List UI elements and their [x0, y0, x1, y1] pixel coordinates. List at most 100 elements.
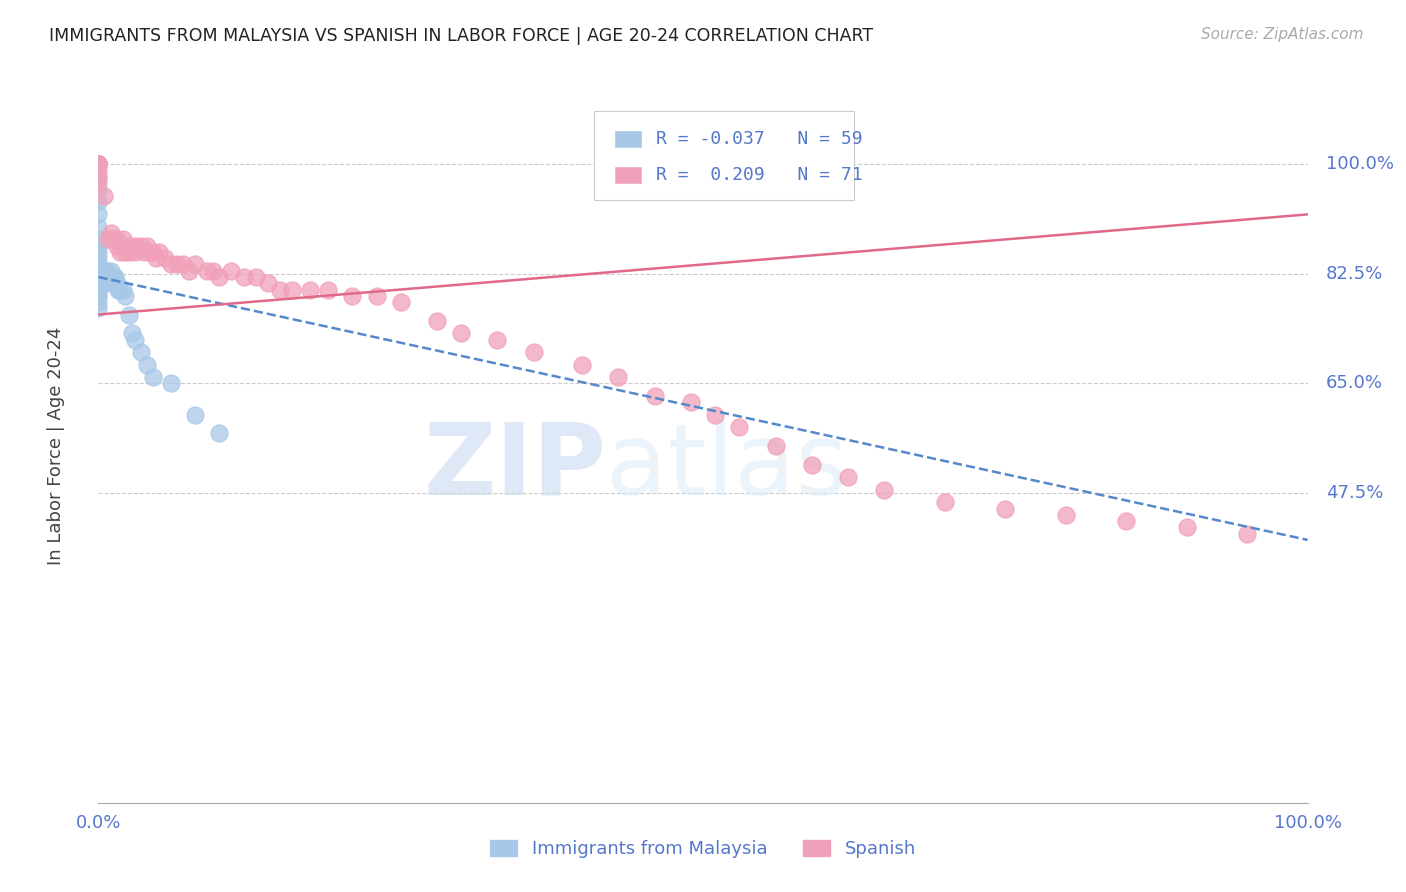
Point	[87, 157, 110, 171]
Point	[486, 333, 509, 347]
Point	[142, 244, 165, 259]
Point	[299, 283, 322, 297]
Point	[245, 270, 267, 285]
Point	[208, 270, 231, 285]
Point	[121, 326, 143, 341]
Point	[179, 264, 201, 278]
Point	[94, 277, 117, 291]
Point	[100, 226, 122, 240]
Point	[87, 283, 110, 297]
Point	[87, 169, 110, 184]
Point	[87, 157, 110, 171]
Point	[87, 257, 110, 271]
Point	[134, 244, 156, 259]
Point	[679, 395, 702, 409]
Point	[1236, 526, 1258, 541]
Text: R =  0.209   N = 71: R = 0.209 N = 71	[655, 166, 862, 184]
Point	[87, 270, 110, 285]
Point	[269, 283, 291, 297]
Point	[160, 376, 183, 391]
Point	[87, 157, 110, 171]
Point	[765, 439, 787, 453]
Text: R = -0.037   N = 59: R = -0.037 N = 59	[655, 130, 862, 148]
Point	[160, 257, 183, 271]
Point	[87, 289, 110, 303]
Point	[108, 283, 131, 297]
Point	[87, 277, 110, 291]
Point	[728, 420, 751, 434]
Point	[221, 264, 243, 278]
Point	[366, 289, 388, 303]
Point	[107, 283, 129, 297]
Point	[100, 264, 122, 278]
Text: ZIP: ZIP	[423, 419, 606, 516]
Point	[166, 257, 188, 271]
Point	[97, 232, 120, 246]
Point	[87, 251, 110, 265]
Point	[124, 238, 146, 252]
Point	[450, 326, 472, 341]
Point	[103, 270, 125, 285]
Point	[100, 270, 122, 285]
Point	[281, 283, 304, 297]
Point	[800, 458, 823, 472]
Point	[184, 257, 207, 271]
Point	[101, 270, 124, 285]
Point	[105, 238, 128, 252]
Point	[87, 264, 110, 278]
Point	[87, 232, 110, 246]
Point	[426, 314, 449, 328]
Point	[87, 277, 110, 291]
Point	[97, 270, 120, 285]
Text: atlas: atlas	[606, 419, 848, 516]
Text: In Labor Force | Age 20-24: In Labor Force | Age 20-24	[46, 326, 65, 566]
Point	[87, 157, 110, 171]
Point	[523, 345, 546, 359]
Point	[87, 194, 110, 209]
Point	[87, 301, 110, 316]
Point	[96, 270, 118, 285]
Point	[87, 264, 110, 278]
Point	[118, 238, 141, 252]
Point	[153, 251, 176, 265]
Text: 65.0%: 65.0%	[1326, 375, 1382, 392]
Point	[934, 495, 956, 509]
Point	[873, 483, 896, 497]
Point	[111, 232, 134, 246]
Point	[87, 163, 110, 178]
Point	[1175, 520, 1198, 534]
Point	[87, 277, 110, 291]
Point	[145, 251, 167, 265]
Point	[87, 283, 110, 297]
Point	[93, 264, 115, 278]
Point	[256, 277, 278, 291]
Point	[184, 408, 207, 422]
Point	[135, 238, 157, 252]
Point	[87, 157, 110, 171]
Point	[129, 345, 152, 359]
Point	[87, 257, 110, 271]
Point	[232, 270, 254, 285]
Point	[1115, 514, 1137, 528]
Point	[87, 182, 110, 196]
FancyBboxPatch shape	[595, 111, 855, 200]
Point	[93, 188, 115, 202]
Text: 82.5%: 82.5%	[1326, 265, 1384, 283]
Point	[571, 358, 593, 372]
Point	[87, 238, 110, 252]
Text: IMMIGRANTS FROM MALAYSIA VS SPANISH IN LABOR FORCE | AGE 20-24 CORRELATION CHART: IMMIGRANTS FROM MALAYSIA VS SPANISH IN L…	[49, 27, 873, 45]
Point	[91, 270, 114, 285]
Point	[1054, 508, 1077, 522]
Point	[118, 244, 141, 259]
Point	[87, 270, 110, 285]
Point	[87, 270, 110, 285]
Text: 100.0%: 100.0%	[1326, 155, 1393, 173]
Point	[87, 289, 110, 303]
Point	[101, 232, 124, 246]
Point	[87, 157, 110, 171]
Bar	[614, 131, 641, 147]
Point	[104, 270, 127, 285]
Point	[124, 333, 146, 347]
Point	[837, 470, 859, 484]
Point	[342, 289, 364, 303]
